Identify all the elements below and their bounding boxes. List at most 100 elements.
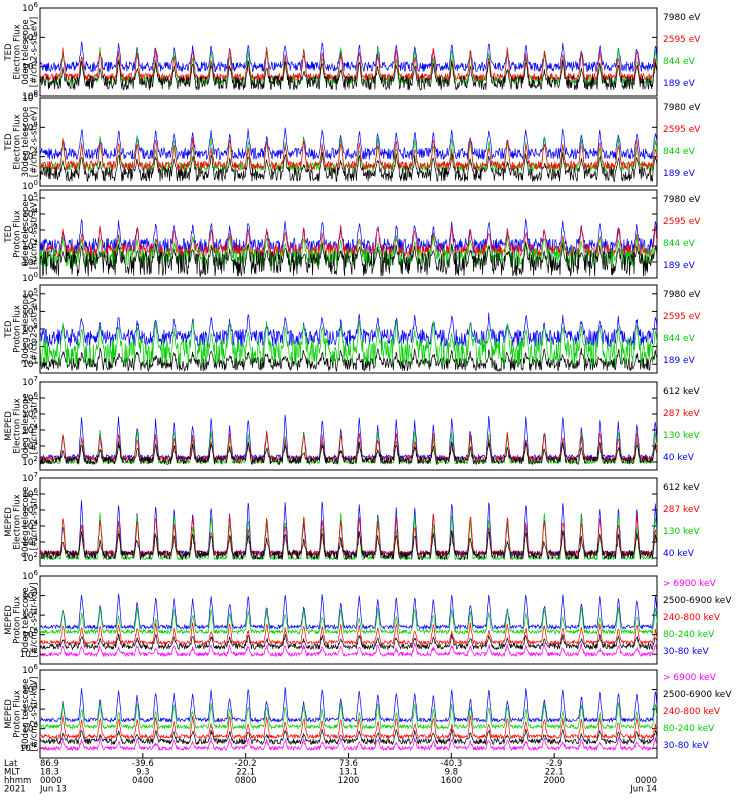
series--6900-kev: [39, 737, 658, 752]
y-tick-label: 102: [22, 702, 38, 715]
y-axis-title-line: Proton Flux: [13, 690, 23, 738]
y-axis-title-line: 90deg telescope: [21, 679, 31, 750]
panel-frame: [39, 669, 658, 759]
y-tick-label: 103: [22, 535, 38, 548]
series-612-kev: [39, 440, 658, 466]
y-axis-title-line: MEPED: [4, 699, 14, 729]
y-tick-label: 100: [22, 271, 38, 284]
y-tick-label: 106: [22, 1, 38, 14]
legend-entry: 844 eV: [663, 334, 696, 344]
y-tick-label: 105: [22, 287, 38, 300]
y-tick-label: 104: [22, 683, 38, 696]
y-axis-title-line: [#/cm2-s-str]: [30, 494, 40, 551]
legend-entry: > 6900 keV: [663, 673, 717, 683]
series-30-80-kev: [39, 593, 658, 631]
series-130-kev: [39, 512, 658, 561]
legend-entry: 2595 eV: [663, 125, 701, 135]
y-axis-title-line: TED: [4, 320, 14, 339]
y-tick-label: 103: [22, 322, 38, 335]
y-tick-label: 105: [22, 503, 38, 516]
y-tick-label: 107: [22, 375, 38, 388]
x-tick-label: -2.9: [546, 759, 563, 769]
series-189-ev: [39, 41, 658, 74]
y-tick-label: 102: [22, 608, 38, 621]
y-tick-label: 104: [22, 304, 38, 317]
y-axis-title-line: [#/cm2-s-str-eV]: [30, 17, 40, 87]
y-axis-title-line: TED: [4, 43, 14, 62]
series-844-ev: [39, 234, 658, 268]
y-tick-label: 104: [22, 120, 38, 133]
legend-entry: 80-240 keV: [663, 630, 715, 640]
y-tick-label: 102: [22, 551, 38, 564]
legend-entry: 7980 eV: [663, 290, 701, 300]
y-tick-label: 106: [22, 487, 38, 500]
y-tick-label: 105: [22, 191, 38, 204]
x-tick-label: -20.2: [235, 759, 257, 769]
legend-entry: 189 eV: [663, 79, 696, 89]
y-tick-label: 106: [22, 569, 38, 582]
series-612-kev: [39, 530, 658, 561]
y-axis-title-line: MEPED: [4, 411, 14, 441]
legend-entry: 30-80 keV: [663, 741, 709, 751]
x-tick-label: 0000: [40, 776, 62, 786]
legend-entry: 2595 eV: [663, 312, 701, 322]
x-tick-label: 1600: [441, 776, 463, 786]
legend-entry: 287 keV: [663, 409, 700, 419]
x-tick-label: 9.8: [445, 768, 459, 778]
y-axis-title-line: 0deg telescope: [21, 393, 31, 458]
legend-entry: 2595 eV: [663, 35, 701, 45]
legend-entry: 189 eV: [663, 169, 696, 179]
x-tick-label: -40.3: [440, 759, 462, 769]
legend-entry: 189 eV: [663, 261, 696, 271]
legend-entry: 2500-6900 keV: [663, 690, 732, 700]
series-30-80-kev: [39, 687, 658, 724]
x-tick-label: 0000: [635, 776, 657, 786]
x-tick-label: 0800: [235, 776, 257, 786]
x-row-label: 2021: [4, 785, 26, 795]
x-row-label: MLT: [4, 768, 21, 778]
y-tick-label: 107: [22, 471, 38, 484]
legend-entry: 844 eV: [663, 147, 696, 157]
legend-entry: 189 eV: [663, 356, 696, 366]
legend-entry: 130 keV: [663, 431, 700, 441]
y-tick-label: 102: [22, 150, 38, 163]
y-tick-label: 102: [22, 455, 38, 468]
x-tick-label: 22.1: [236, 768, 255, 778]
y-axis-title-line: [#/cm2-s-str-eV]: [30, 294, 40, 364]
y-axis-title-line: Proton Flux: [13, 210, 23, 258]
legend-entry: 2595 eV: [663, 217, 701, 227]
legend-entry: 40 keV: [663, 549, 695, 559]
x-tick-label: 13.1: [339, 768, 358, 778]
y-tick-label: 102: [22, 340, 38, 353]
x-tick-label: 86.9: [40, 759, 59, 769]
series-80-240-kev: [39, 606, 658, 635]
legend-entry: 240-800 keV: [663, 613, 721, 623]
series-7980-ev: [39, 347, 658, 373]
y-tick-label: 105: [22, 407, 38, 420]
y-tick-label: 103: [22, 439, 38, 452]
legend-entry: 40 keV: [663, 453, 695, 463]
y-tick-label: 104: [22, 589, 38, 602]
legend-entry: 287 keV: [663, 505, 700, 515]
y-tick-label: 106: [22, 91, 38, 104]
legend-entry: 30-80 keV: [663, 647, 709, 657]
x-tick-label: 22.1: [545, 768, 564, 778]
x-tick-label: 9.3: [136, 768, 150, 778]
y-axis-title-line: Electron Flux: [13, 114, 23, 169]
x-tick-label: 0400: [132, 776, 154, 786]
x-row-label: hhmm: [4, 776, 31, 786]
x-tick-label: 1200: [338, 776, 360, 786]
x-tick-label: 18.3: [40, 768, 59, 778]
y-tick-label: 10-2: [20, 741, 38, 754]
legend-entry: 80-240 keV: [663, 724, 715, 734]
y-tick-label: 100: [22, 179, 38, 192]
y-axis-title-line: Proton Flux: [13, 596, 23, 644]
x-row-label: Lat: [4, 759, 18, 769]
